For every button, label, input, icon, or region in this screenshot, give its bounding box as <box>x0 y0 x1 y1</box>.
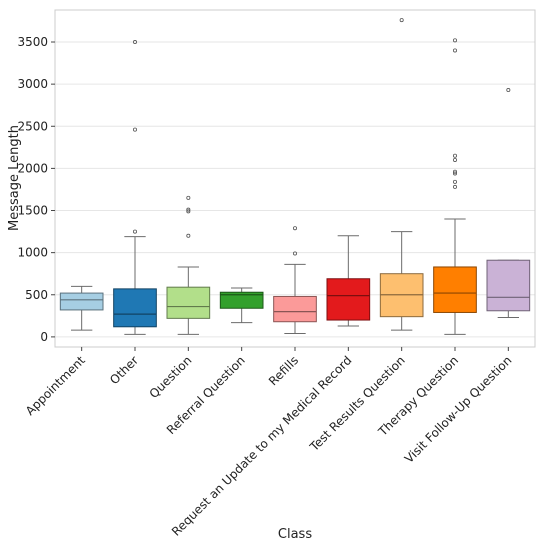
outlier-point <box>452 169 457 174</box>
x-tick-label: Visit Follow-Up Question <box>402 353 515 466</box>
box-referral-question <box>219 287 264 324</box>
box-other <box>113 40 157 335</box>
x-tick-label: Request an Update to my Medical Record <box>169 353 354 538</box>
x-tick-label: Appointment <box>23 353 88 418</box>
x-tick-label: Refills <box>266 353 301 388</box>
box-iqr <box>219 291 264 309</box>
outlier-point <box>292 226 297 231</box>
box-test-results-question <box>379 18 424 331</box>
y-axis-label: Message Length <box>7 125 22 231</box>
x-axis-label: Class <box>278 527 312 542</box>
y-tick-label: 1500 <box>17 204 48 218</box>
box-iqr <box>486 259 531 312</box>
outlier-point <box>292 251 297 256</box>
outlier-point <box>452 179 457 184</box>
y-tick-label: 0 <box>40 330 48 344</box>
outlier-point <box>506 88 511 93</box>
y-tick-label: 500 <box>25 288 48 302</box>
y-tick-label: 1000 <box>17 246 48 260</box>
outlier-point <box>452 171 457 176</box>
outlier-point <box>452 38 457 43</box>
box-request-an-update-to-my-medical-record <box>326 235 371 327</box>
x-tick-label: Question <box>147 353 195 401</box>
outlier-point <box>186 233 191 238</box>
outlier-point <box>132 127 137 132</box>
y-tick-label: 3000 <box>17 77 48 91</box>
box-iqr <box>433 266 477 313</box>
outlier-point <box>452 48 457 53</box>
box-iqr <box>326 278 371 321</box>
boxes <box>59 18 531 335</box>
outlier-point <box>186 207 191 212</box>
box-question <box>166 195 211 335</box>
y-tick-label: 2500 <box>17 119 48 133</box>
outlier-point <box>132 40 137 45</box>
x-tick-label: Other <box>107 353 141 387</box>
outlier-point <box>186 195 191 200</box>
outlier-point <box>186 209 191 214</box>
box-iqr <box>113 288 157 328</box>
y-tick-label: 3500 <box>17 35 48 49</box>
box-therapy-question <box>433 38 477 335</box>
outlier-point <box>452 157 457 162</box>
box-refills <box>273 226 317 335</box>
x-tick-label: Test Results Question <box>306 353 407 454</box>
box-visit-follow-up-question <box>486 88 531 319</box>
outlier-point <box>399 18 404 23</box>
outlier-point <box>452 153 457 158</box>
box-iqr <box>166 286 211 319</box>
outlier-point <box>452 184 457 189</box>
box-appointment <box>59 285 104 331</box>
box-iqr <box>59 292 104 311</box>
y-axis-ticks: 0 500 1000 1500 2000 2500 3000 3500 <box>17 35 55 344</box>
y-tick-label: 2000 <box>17 161 48 175</box>
outlier-point <box>132 229 137 234</box>
box-iqr <box>273 295 317 323</box>
